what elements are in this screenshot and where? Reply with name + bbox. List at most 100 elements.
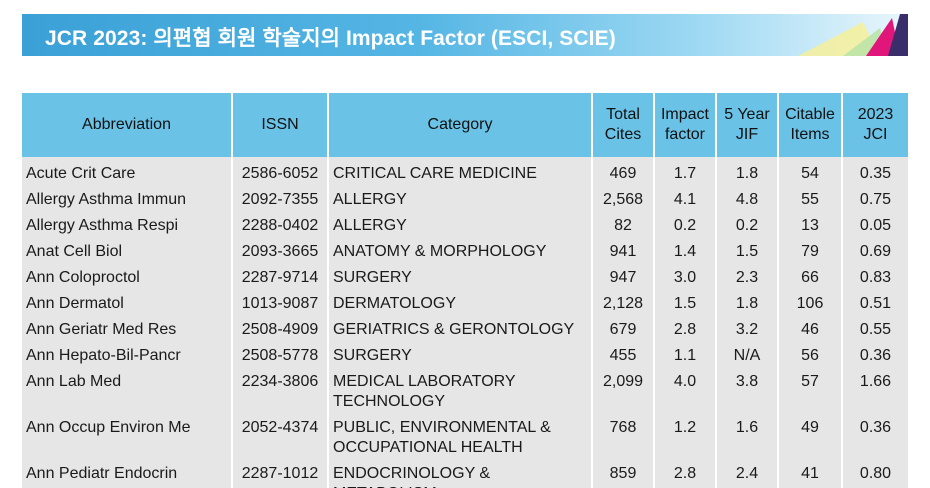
column-header-line: factor: [664, 126, 705, 143]
table-row: Allergy Asthma Respi 2288-0402 ALLERGY 82 0.…: [22, 214, 908, 240]
impact-factor-cell: 1.2: [654, 416, 717, 462]
category-line: ENDOCRINOLOGY & METABOLISM: [333, 465, 491, 488]
impact-factor-cell: 4.1: [654, 188, 717, 214]
total-cites-cell: 455: [592, 344, 655, 370]
impact-factor-cell: 1.5: [654, 292, 717, 318]
table-row: Acute Crit Care 2586-6052 CRITICAL CARE ME…: [22, 162, 908, 188]
category-line: OCCUPATIONAL HEALTH: [333, 439, 523, 456]
impact-factor-cell: 1.4: [654, 240, 717, 266]
table-row: Ann Dermatol 1013-9087 DERMATOLOGY 2,128 1.5…: [22, 292, 908, 318]
impact-factor-cell: 0.2: [654, 214, 717, 240]
column-header: 5 Year JIF: [716, 93, 779, 157]
column-header-line: 2023: [857, 106, 894, 123]
five-year-jif-cell: 3.2: [716, 318, 779, 344]
decorative-triangles-icon: [798, 14, 908, 56]
journal-abbreviation: Acute Crit Care: [22, 162, 233, 188]
column-header: 2023 JCI: [842, 93, 908, 157]
citable-items-cell: 49: [778, 416, 843, 462]
column-header: Total Cites: [592, 93, 655, 157]
citable-items-cell: 55: [778, 188, 843, 214]
issn-cell: 2287-9714: [232, 266, 329, 292]
journal-abbreviation: Ann Coloproctol: [22, 266, 233, 292]
citable-items-cell: 54: [778, 162, 843, 188]
jci-cell: 0.83: [842, 266, 908, 292]
issn-cell: 2288-0402: [232, 214, 329, 240]
impact-factor-cell: 3.0: [654, 266, 717, 292]
citable-items-cell: 56: [778, 344, 843, 370]
citable-items-cell: 106: [778, 292, 843, 318]
journal-abbreviation: Ann Occup Environ Me: [22, 416, 233, 462]
category-line: PUBLIC, ENVIRONMENTAL &: [333, 419, 551, 436]
citable-items-cell: 66: [778, 266, 843, 292]
jci-cell: 0.75: [842, 188, 908, 214]
issn-cell: 2234-3806: [232, 370, 329, 416]
total-cites-cell: 768: [592, 416, 655, 462]
table-row: Ann Hepato-Bil-Pancr 2508-5778 SURGERY 455 1…: [22, 344, 908, 370]
category-line: CRITICAL CARE MEDICINE: [333, 165, 537, 182]
five-year-jif-cell: 4.8: [716, 188, 779, 214]
table-row: Allergy Asthma Immun 2092-7355 ALLERGY 2,56…: [22, 188, 908, 214]
total-cites-cell: 947: [592, 266, 655, 292]
jci-cell: 0.55: [842, 318, 908, 344]
table-row: Ann Occup Environ Me 2052-4374 PUBLIC, ENV…: [22, 416, 908, 462]
journal-abbreviation: Ann Pediatr Endocrin: [22, 462, 233, 488]
category-line: ALLERGY: [333, 191, 407, 208]
title-bar: JCR 2023: 의편협 회원 학술지의 Impact Factor (ESC…: [22, 14, 908, 56]
issn-cell: 2508-5778: [232, 344, 329, 370]
five-year-jif-cell: 2.4: [716, 462, 779, 488]
five-year-jif-cell: 1.8: [716, 292, 779, 318]
citable-items-cell: 13: [778, 214, 843, 240]
category-line: ALLERGY: [333, 217, 407, 234]
category-line: GERIATRICS & GERONTOLOGY: [333, 321, 575, 338]
column-header-line: Items: [790, 126, 830, 143]
citable-items-cell: 57: [778, 370, 843, 416]
impact-factor-cell: 1.7: [654, 162, 717, 188]
table-row: Ann Lab Med 2234-3806 MEDICAL LABORATORY TE…: [22, 370, 908, 416]
jci-cell: 0.36: [842, 416, 908, 462]
column-header-line: JIF: [735, 126, 759, 143]
column-header-line: Total: [606, 106, 640, 123]
table-row: Ann Coloproctol 2287-9714 SURGERY 947 3.0 2.3…: [22, 266, 908, 292]
citable-items-cell: 79: [778, 240, 843, 266]
category-line: MEDICAL LABORATORY: [333, 373, 516, 390]
total-cites-cell: 82: [592, 214, 655, 240]
category-line: SURGERY: [333, 269, 412, 286]
column-header-line: Abbreviation: [82, 116, 171, 133]
category-cell: ENDOCRINOLOGY & METABOLISM: [328, 462, 593, 488]
table-row: Anat Cell Biol 2093-3665 ANATOMY & MORPHOL…: [22, 240, 908, 266]
citable-items-cell: 41: [778, 462, 843, 488]
category-line: TECHNOLOGY: [333, 393, 446, 410]
total-cites-cell: 2,128: [592, 292, 655, 318]
journal-abbreviation: Ann Lab Med: [22, 370, 233, 416]
journal-abbreviation: Anat Cell Biol: [22, 240, 233, 266]
total-cites-cell: 941: [592, 240, 655, 266]
journal-abbreviation: Ann Dermatol: [22, 292, 233, 318]
five-year-jif-cell: 1.6: [716, 416, 779, 462]
column-header-line: Impact: [660, 106, 709, 123]
category-cell: SURGERY: [328, 344, 593, 370]
jci-cell: 1.66: [842, 370, 908, 416]
jci-cell: 0.35: [842, 162, 908, 188]
jci-cell: 0.51: [842, 292, 908, 318]
column-header-line: 5 Year: [724, 106, 770, 123]
jci-cell: 0.80: [842, 462, 908, 488]
category-cell: GERIATRICS & GERONTOLOGY: [328, 318, 593, 344]
column-header-line: JCI: [863, 126, 888, 143]
journal-abbreviation: Ann Hepato-Bil-Pancr: [22, 344, 233, 370]
total-cites-cell: 679: [592, 318, 655, 344]
column-header-line: Category: [427, 116, 493, 133]
page-title: JCR 2023: 의편협 회원 학술지의 Impact Factor (ESC…: [45, 27, 616, 50]
issn-cell: 2052-4374: [232, 416, 329, 462]
table-header-row: Abbreviation ISSN Category Total Cites Impact…: [22, 93, 908, 157]
journal-abbreviation: Ann Geriatr Med Res: [22, 318, 233, 344]
column-header-line: Cites: [604, 126, 642, 143]
table-row: Ann Geriatr Med Res 2508-4909 GERIATRICS &…: [22, 318, 908, 344]
issn-cell: 2586-6052: [232, 162, 329, 188]
total-cites-cell: 2,568: [592, 188, 655, 214]
column-header: Category: [328, 93, 593, 157]
impact-factor-cell: 2.8: [654, 462, 717, 488]
impact-factor-cell: 1.1: [654, 344, 717, 370]
column-header-line: Citable: [785, 106, 835, 123]
column-header: Abbreviation: [22, 93, 233, 157]
category-line: ANATOMY & MORPHOLOGY: [333, 243, 547, 260]
